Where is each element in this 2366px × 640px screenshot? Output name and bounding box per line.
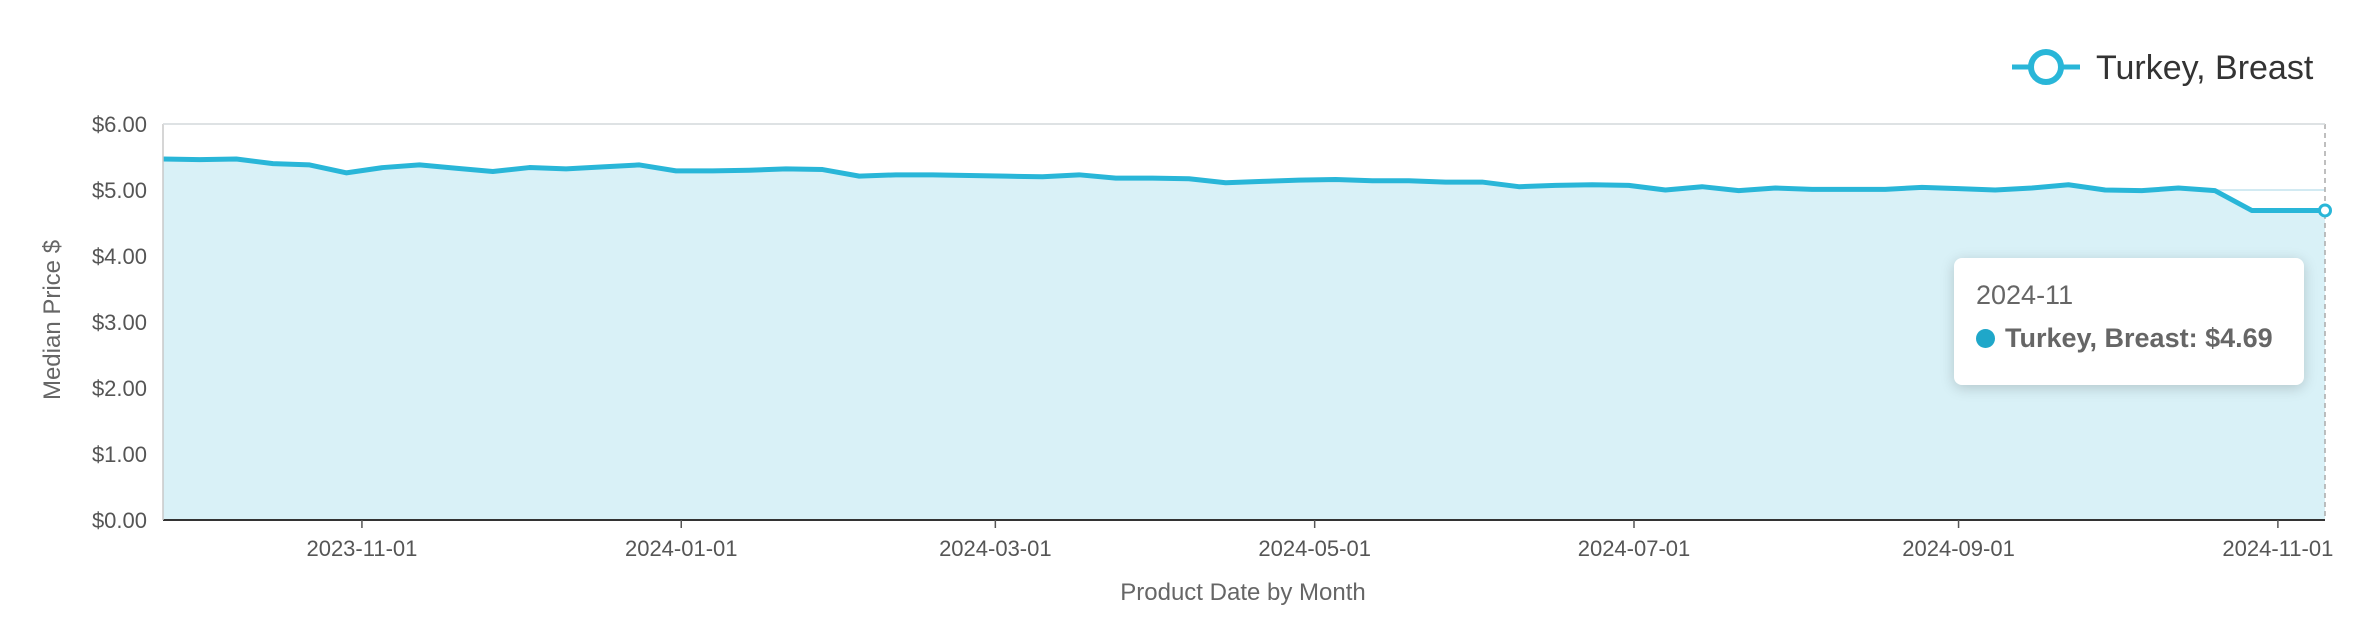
tooltip-title: 2024-11 bbox=[1976, 280, 2074, 310]
axes bbox=[162, 123, 2325, 521]
y-tick-label: $5.00 bbox=[92, 178, 147, 203]
x-tick-label: 2024-07-01 bbox=[1578, 536, 1691, 561]
x-tick-labels: 2023-11-01 2024-01-01 2024-03-01 2024-05-01… bbox=[306, 520, 2333, 561]
y-tick-label: $6.00 bbox=[92, 112, 147, 137]
area-layer bbox=[162, 124, 2332, 521]
series-dot-icon bbox=[1976, 329, 1995, 348]
y-tick-label: $3.00 bbox=[92, 310, 147, 335]
y-tick-label: $4.00 bbox=[92, 244, 147, 269]
y-tick-label: $0.00 bbox=[92, 508, 147, 533]
data-tooltip: 2024-11 Turkey, Breast: $4.69 bbox=[1954, 258, 2304, 385]
tooltip-value: Turkey, Breast: $4.69 bbox=[2005, 323, 2273, 353]
series-line[interactable] bbox=[162, 156, 2325, 213]
y-tick-labels: $0.00 $1.00 $2.00 $3.00 $4.00 $5.00 $6.00 bbox=[92, 112, 147, 533]
x-tick-label: 2023-11-01 bbox=[306, 536, 417, 561]
legend[interactable]: Turkey, Breast bbox=[2012, 49, 2314, 87]
tooltip-row: Turkey, Breast: $4.69 bbox=[1976, 323, 2282, 354]
y-tick-label: $2.00 bbox=[92, 376, 147, 401]
x-tick-label: 2024-01-01 bbox=[625, 536, 738, 561]
legend-marker-icon bbox=[2028, 49, 2064, 85]
hover-point-marker[interactable] bbox=[2318, 203, 2332, 218]
x-tick-label: 2024-09-01 bbox=[1902, 536, 2015, 561]
legend-label: Turkey, Breast bbox=[2096, 49, 2314, 87]
x-axis-title: Product Date by Month bbox=[1120, 579, 1365, 606]
x-tick-label: 2024-11-01 bbox=[2222, 536, 2333, 561]
y-axis-title: Median Price $ bbox=[39, 240, 66, 400]
series-area bbox=[163, 158, 2325, 521]
x-tick-label: 2024-03-01 bbox=[939, 536, 1052, 561]
y-tick-label: $1.00 bbox=[92, 442, 147, 467]
x-tick-label: 2024-05-01 bbox=[1258, 536, 1371, 561]
